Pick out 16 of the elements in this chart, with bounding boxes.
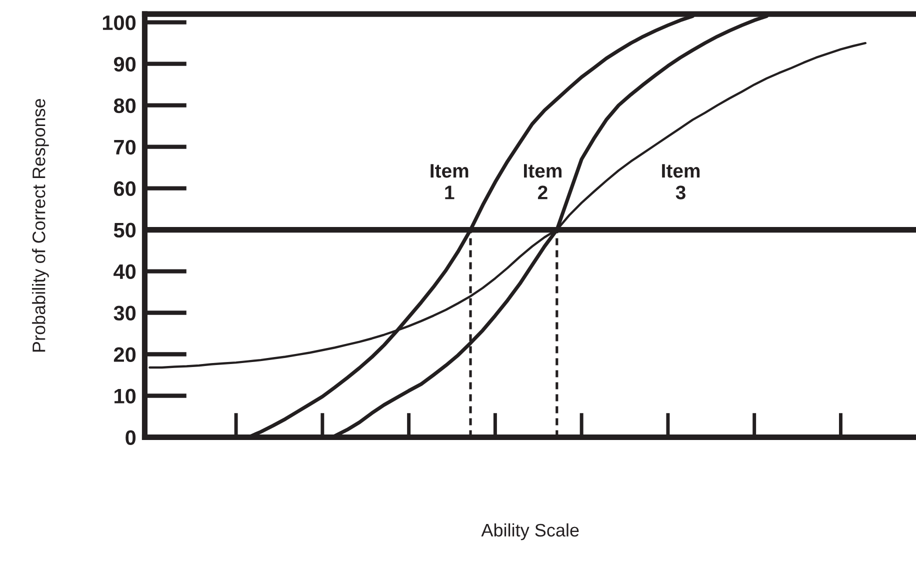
y-tick-label: 90 [114, 56, 136, 72]
y-tick-label: 30 [114, 306, 136, 321]
y-tick-label: 60 [114, 181, 136, 196]
y-axis-title: Probability of Correct Response [32, 98, 49, 352]
y-tick-label: 70 [114, 140, 136, 155]
series-label: Item 1 [430, 164, 468, 200]
series-label: Item 3 [662, 164, 700, 200]
series-label: Item 2 [524, 164, 562, 200]
y-tick-label: 10 [114, 388, 136, 404]
y-tick-label: 80 [114, 98, 136, 114]
y-tick-label: 40 [114, 264, 136, 280]
y-tick-label: 20 [114, 347, 136, 362]
y-tick-label: 0 [126, 430, 136, 445]
y-tick-label: 50 [114, 222, 136, 238]
y-tick-label: 100 [102, 15, 136, 30]
x-axis-title: Ability Scale [481, 523, 579, 540]
